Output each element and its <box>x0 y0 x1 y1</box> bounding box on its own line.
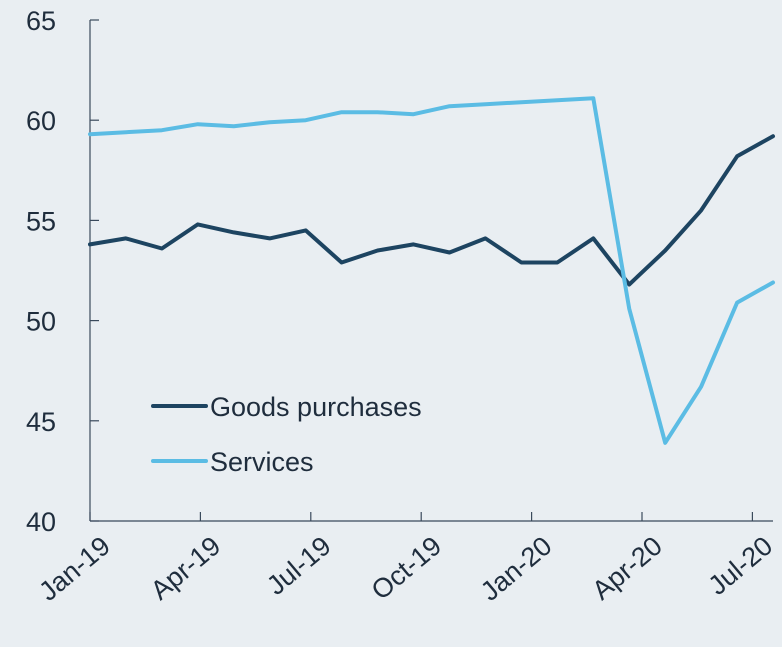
x-tick-label: Apr-20 <box>586 531 667 606</box>
x-tick-label: Oct-19 <box>366 531 447 606</box>
y-tick-label: 60 <box>26 106 56 136</box>
y-tick-label: 55 <box>26 206 56 236</box>
legend: Goods purchases Services <box>151 392 422 477</box>
y-axis-ticks: 40 45 50 55 60 65 <box>26 6 99 537</box>
x-axis-ticks: Jan-19 Apr-19 Jul-19 Oct-19 Jan-20 Apr-20 Jul-… <box>33 512 778 607</box>
y-tick-label: 65 <box>26 6 56 36</box>
x-tick-label: Jan-20 <box>475 531 558 607</box>
legend-label: Goods purchases <box>210 392 422 422</box>
series-line-goods-purchases <box>88 134 775 287</box>
y-tick-label: 45 <box>26 407 56 437</box>
series-line-services <box>88 96 775 445</box>
legend-label: Services <box>210 447 314 477</box>
y-tick-label: 50 <box>26 307 56 337</box>
x-tick-label: Jul-20 <box>703 531 779 601</box>
x-tick-label: Jul-19 <box>261 531 337 601</box>
x-tick-label: Apr-19 <box>145 531 226 606</box>
x-tick-label: Jan-19 <box>33 531 116 607</box>
y-tick-label: 40 <box>26 507 56 537</box>
series-lines <box>88 96 775 445</box>
